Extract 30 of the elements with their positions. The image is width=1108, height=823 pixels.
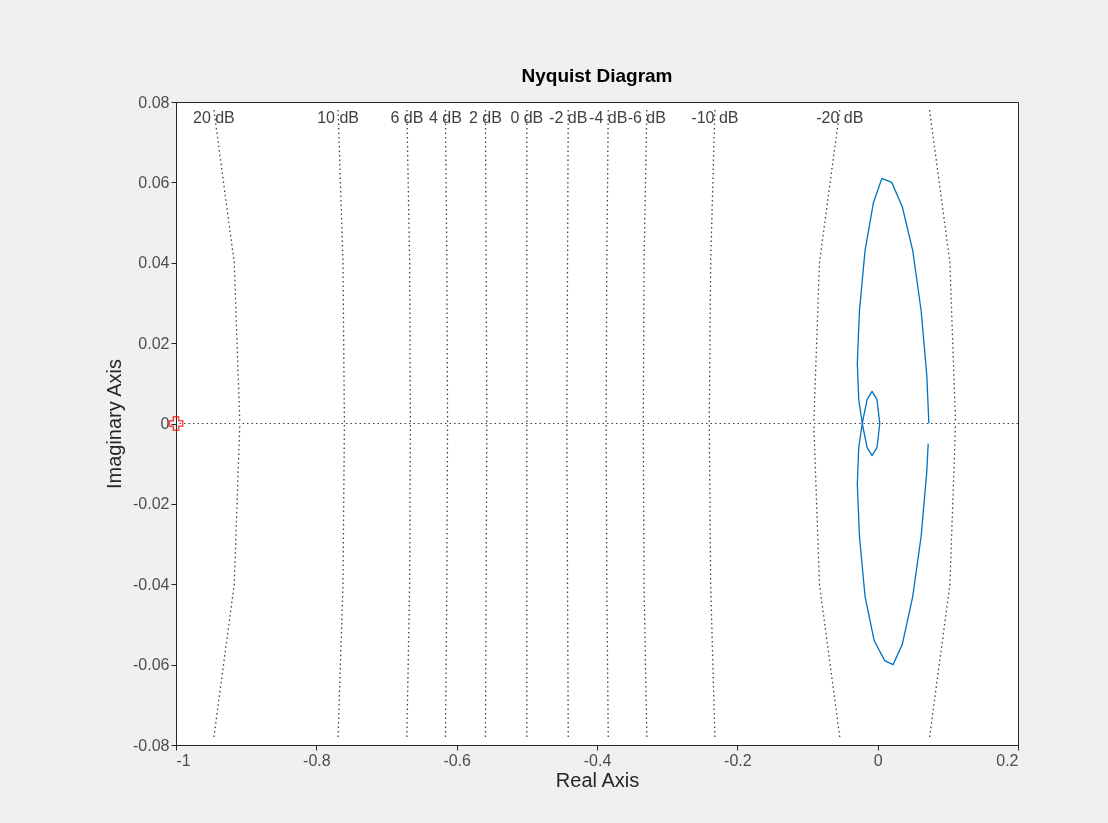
series-label: 0 dB	[510, 109, 544, 127]
y-tick-label: 0.04	[138, 254, 170, 272]
series-label: 20 dB	[192, 109, 235, 127]
y-tick-label: 0	[160, 415, 170, 432]
series-label: 6 dB	[390, 109, 424, 127]
y-tick-label: -0.04	[133, 575, 170, 593]
series-label: -4 dB	[589, 109, 628, 127]
y-axis-title: Imaginary Axis	[103, 358, 126, 490]
y-tick-label: 0.06	[138, 173, 170, 191]
y-tick-label: 0.02	[138, 334, 170, 352]
series-label: 2 dB	[468, 109, 502, 127]
y-tick-label: 0.08	[138, 93, 170, 111]
y-tick-label: -0.02	[133, 495, 170, 513]
x-tick-label: -0.2	[724, 751, 752, 769]
x-tick-label: -0.4	[583, 751, 612, 769]
series-label: 10 dB	[317, 109, 359, 127]
x-axis-title: Real Axis	[555, 768, 640, 791]
y-tick-label: -0.08	[133, 736, 170, 754]
series-label: -6 dB	[627, 109, 666, 127]
series-label: -2 dB	[549, 109, 588, 127]
y-tick-label: -0.06	[133, 656, 170, 674]
x-tick-label: -0.8	[303, 751, 331, 769]
x-tick-label: 0.2	[996, 751, 1019, 769]
series-label: -10 dB	[691, 109, 739, 127]
x-tick-label: -0.6	[443, 751, 472, 769]
x-tick-label: 0	[873, 751, 883, 769]
x-tick-label: -1	[176, 751, 191, 769]
series-label: -20 dB	[816, 109, 864, 127]
chart-title: Nyquist Diagram	[521, 65, 673, 86]
series-label: 4 dB	[428, 109, 462, 127]
